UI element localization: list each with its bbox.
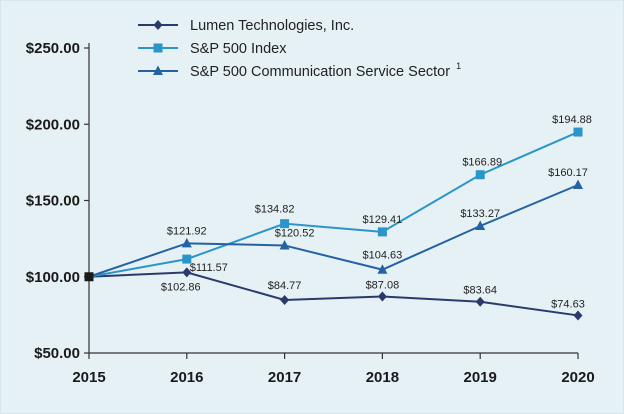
data-label: $160.17 xyxy=(548,167,588,179)
legend-marker-2 xyxy=(153,65,163,75)
data-label: $74.63 xyxy=(551,298,585,310)
x-tick-label: 2018 xyxy=(366,369,399,386)
data-label: $121.92 xyxy=(167,225,207,237)
legend-footnote-marker: 1 xyxy=(456,61,461,71)
data-label: $111.57 xyxy=(190,262,228,274)
data-point-2-4 xyxy=(475,220,486,231)
data-point-0-4 xyxy=(475,296,485,307)
y-tick-label: $50.00 xyxy=(34,345,80,362)
data-label: $83.64 xyxy=(463,285,497,297)
y-tick-label: $150.00 xyxy=(26,193,80,210)
data-point-0-3 xyxy=(377,291,387,302)
data-point-1-4 xyxy=(475,170,485,180)
y-tick-label: $100.00 xyxy=(26,269,80,286)
x-tick-label: 2015 xyxy=(72,369,105,386)
data-point-2-1 xyxy=(181,237,192,248)
data-label: $133.27 xyxy=(460,208,500,220)
data-label: $194.88 xyxy=(552,114,592,126)
data-label: $104.63 xyxy=(363,250,403,262)
legend-marker-1 xyxy=(153,43,163,53)
y-tick-label: $200.00 xyxy=(26,116,80,133)
series-line-0 xyxy=(88,271,579,317)
data-point-0-1 xyxy=(182,267,192,278)
legend-label-1: S&P 500 Index xyxy=(190,41,287,57)
data-label: $87.08 xyxy=(366,279,400,291)
x-tick-label: 2020 xyxy=(561,369,594,386)
data-label: $134.82 xyxy=(255,204,295,216)
data-point-1-1 xyxy=(182,254,192,264)
data-point-1-2 xyxy=(280,219,290,229)
data-point-0-5 xyxy=(573,310,583,321)
legend-label-2: S&P 500 Communication Service Sector xyxy=(190,64,450,80)
start-point-marker xyxy=(84,272,94,282)
series-line-2 xyxy=(88,184,579,278)
data-label: $129.41 xyxy=(363,214,403,226)
data-point-1-3 xyxy=(377,227,387,237)
data-label: $166.89 xyxy=(462,157,502,169)
data-label: $102.86 xyxy=(161,281,201,293)
data-point-0-2 xyxy=(280,294,290,305)
x-tick-label: 2017 xyxy=(268,369,301,386)
series-line-1 xyxy=(88,131,579,278)
data-label: $120.52 xyxy=(275,227,315,239)
legend-marker-0 xyxy=(153,20,163,30)
data-point-2-2 xyxy=(279,239,290,250)
data-point-2-5 xyxy=(573,179,583,189)
data-point-2-3 xyxy=(377,264,388,274)
y-tick-label: $250.00 xyxy=(26,40,80,57)
x-tick-label: 2019 xyxy=(464,369,497,386)
data-label: $84.77 xyxy=(268,280,302,292)
data-point-1-5 xyxy=(573,127,583,137)
legend-label-0: Lumen Technologies, Inc. xyxy=(190,18,354,34)
x-tick-label: 2016 xyxy=(170,369,203,386)
